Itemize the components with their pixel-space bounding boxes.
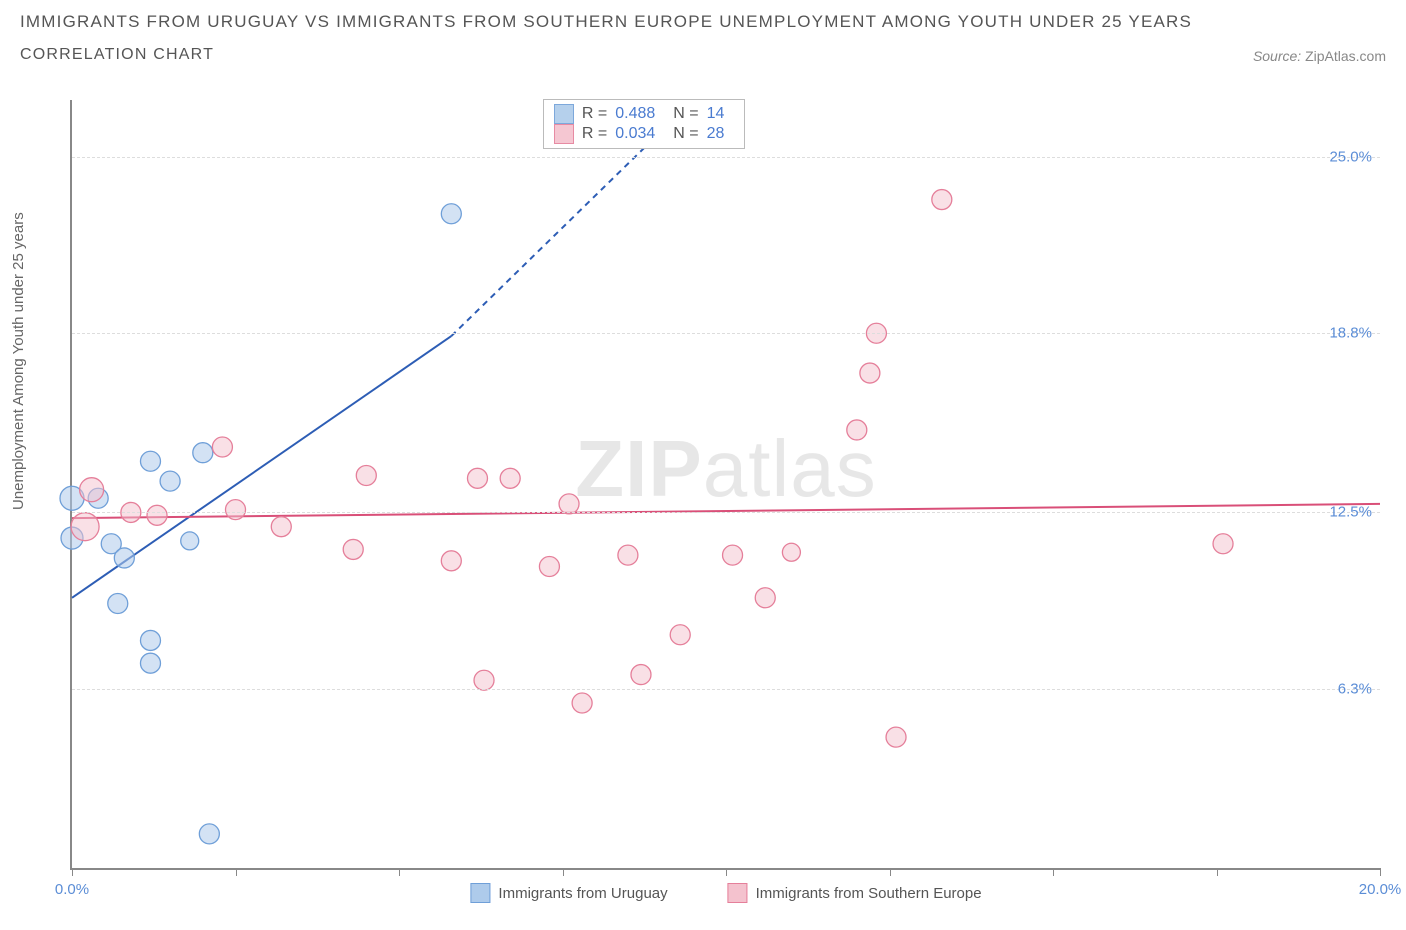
r-label: R = (582, 105, 607, 123)
source-label: Source: (1253, 48, 1301, 64)
x-tick (1217, 868, 1218, 876)
plot-area: ZIPatlas Immigrants from Uruguay Immigra… (70, 100, 1380, 870)
chart-container: Unemployment Among Youth under 25 years … (20, 90, 1386, 880)
n-value: 14 (707, 105, 725, 123)
legend-item-uruguay: Immigrants from Uruguay (470, 883, 667, 903)
legend-label: Immigrants from Uruguay (498, 885, 667, 902)
gridline (72, 689, 1380, 690)
subtitle-row: CORRELATION CHART Source: ZipAtlas.com (20, 46, 1386, 64)
legend-item-southern-europe: Immigrants from Southern Europe (728, 883, 982, 903)
n-label: N = (673, 105, 698, 123)
y-axis-label: Unemployment Among Youth under 25 years (10, 212, 27, 510)
y-tick-label: 6.3% (1338, 680, 1372, 697)
source-attribution: Source: ZipAtlas.com (1253, 48, 1386, 64)
swatch-icon (554, 104, 574, 124)
x-tick-label: 20.0% (1359, 881, 1402, 898)
x-tick (726, 868, 727, 876)
y-tick-label: 25.0% (1329, 148, 1372, 165)
stats-legend-row: R = 0.488 N = 14 (554, 104, 735, 124)
x-tick-label: 0.0% (55, 881, 89, 898)
legend-label: Immigrants from Southern Europe (756, 885, 982, 902)
header: IMMIGRANTS FROM URUGUAY VS IMMIGRANTS FR… (0, 0, 1406, 64)
x-tick (236, 868, 237, 876)
x-tick (1380, 868, 1381, 876)
r-value: 0.034 (615, 125, 655, 143)
stats-legend: R = 0.488 N = 14 R = 0.034 N = 28 (543, 99, 746, 149)
n-label: N = (673, 125, 698, 143)
gridline (72, 512, 1380, 513)
y-tick-label: 18.8% (1329, 325, 1372, 342)
swatch-icon (554, 124, 574, 144)
x-tick (890, 868, 891, 876)
plot-svg (72, 100, 1380, 868)
x-tick (72, 868, 73, 876)
swatch-icon (728, 883, 748, 903)
x-tick (1053, 868, 1054, 876)
x-tick (563, 868, 564, 876)
n-value: 28 (707, 125, 725, 143)
r-label: R = (582, 125, 607, 143)
bottom-legend: Immigrants from Uruguay Immigrants from … (470, 883, 981, 903)
chart-title: IMMIGRANTS FROM URUGUAY VS IMMIGRANTS FR… (20, 12, 1386, 32)
gridline (72, 157, 1380, 158)
r-value: 0.488 (615, 105, 655, 123)
stats-legend-row: R = 0.034 N = 28 (554, 124, 735, 144)
y-tick-label: 12.5% (1329, 504, 1372, 521)
chart-subtitle: CORRELATION CHART (20, 46, 214, 64)
source-name: ZipAtlas.com (1305, 48, 1386, 64)
x-tick (399, 868, 400, 876)
gridline (72, 333, 1380, 334)
swatch-icon (470, 883, 490, 903)
